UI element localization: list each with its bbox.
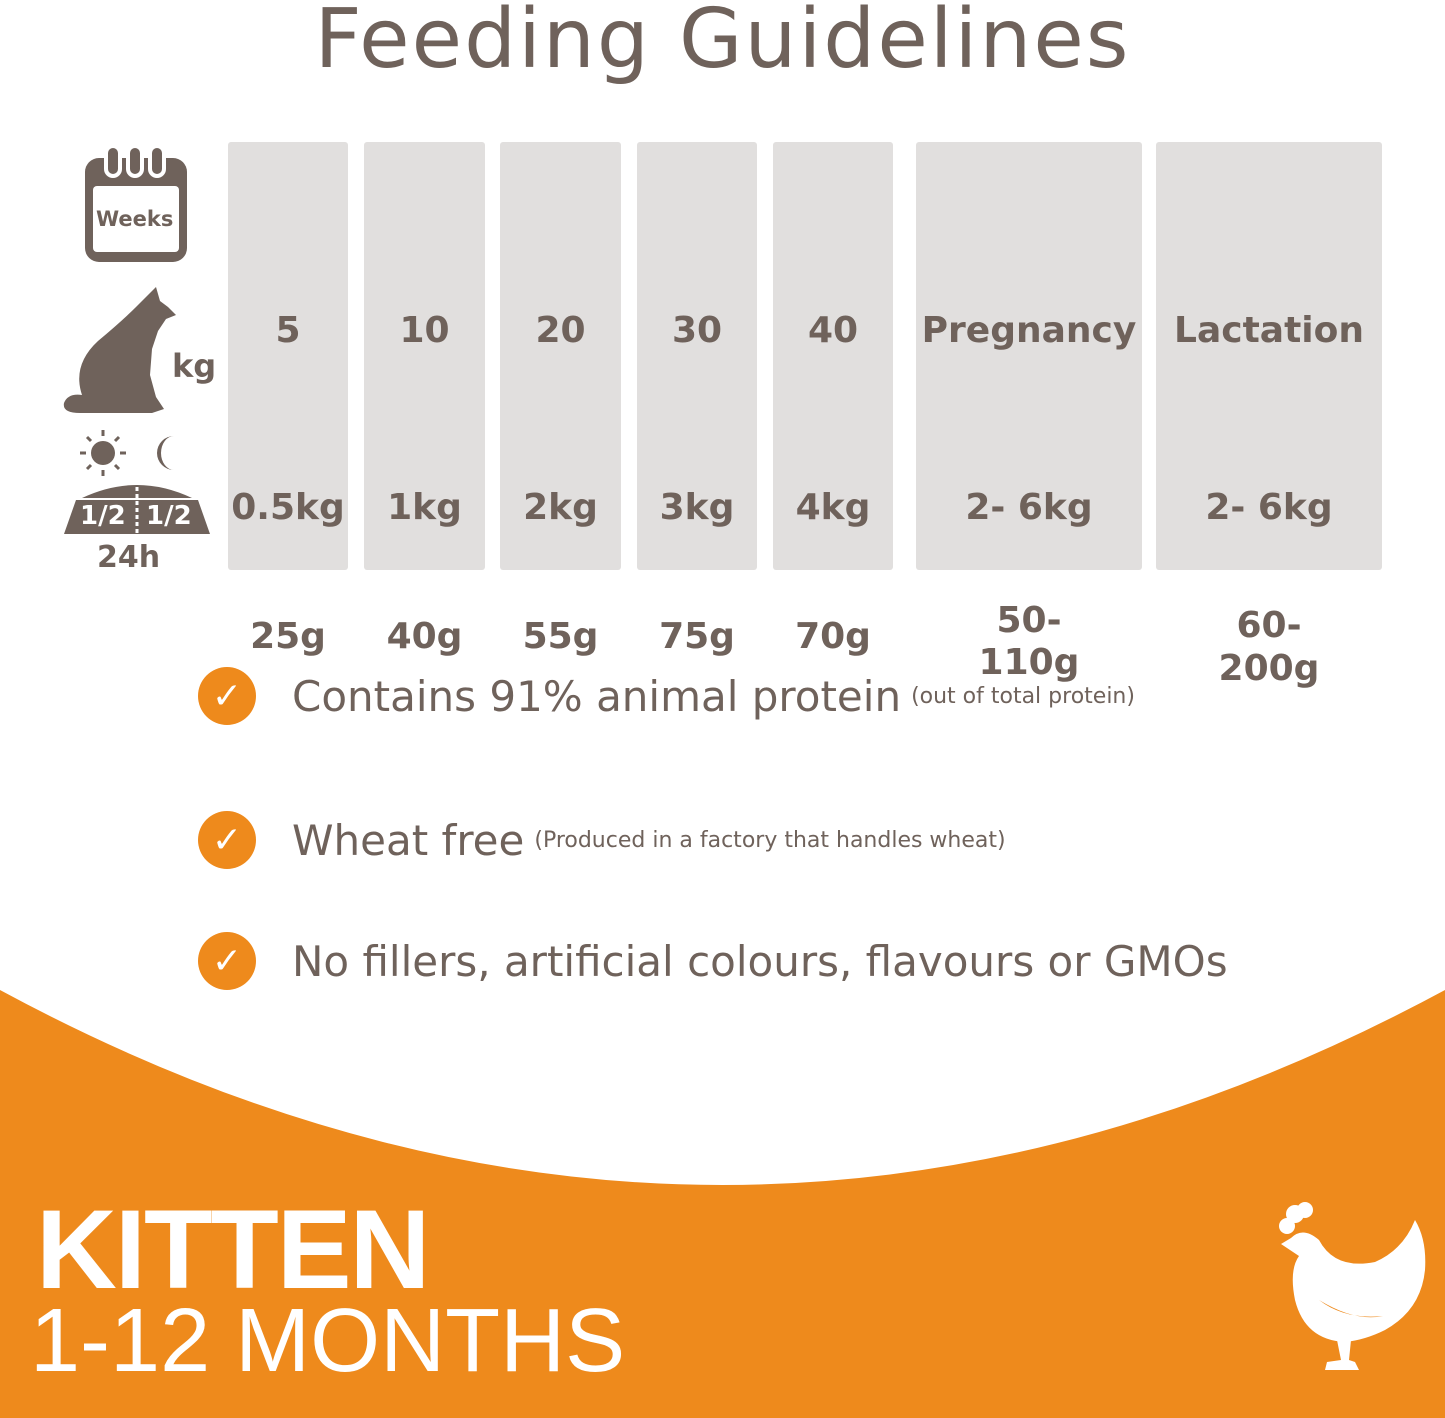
table-column: 30 3kg 75g [637, 142, 757, 657]
weight-cell: 2kg [523, 487, 598, 528]
weeks-label: Weeks [96, 207, 174, 231]
calendar-icon [85, 144, 187, 262]
amount-cell: 55g [522, 616, 599, 657]
chicken-icon [1279, 1202, 1426, 1370]
feature-item: ✓ No fillers, artificial colours, flavou… [198, 932, 1228, 990]
age-cell: 10 [399, 310, 450, 351]
age-cell: 40 [807, 310, 859, 351]
amount-cell: 75g [659, 616, 735, 657]
amount-cell-line1: 50- [996, 600, 1062, 641]
amount-cell-line2: 200g [1218, 648, 1320, 689]
food-bowl-icon [64, 480, 210, 534]
amount-cell: 40g [386, 616, 463, 657]
feature-note: (Produced in a factory that handles whea… [534, 827, 1006, 853]
kg-label: kg [172, 347, 217, 385]
table-column: 40 4kg 70g [773, 142, 893, 657]
amount-cell: 25g [250, 616, 326, 657]
table-column: 5 0.5kg 25g [228, 142, 348, 657]
weight-cell: 2- 6kg [1205, 487, 1333, 528]
weight-cell: 2- 6kg [965, 487, 1093, 528]
feature-text: No fillers, artificial colours, flavours… [292, 936, 1228, 986]
period-label: 24h [97, 540, 161, 575]
table-column: 10 1kg 40g [364, 142, 485, 657]
weight-cell: 4kg [795, 487, 871, 528]
feature-text: Contains 91% animal protein [292, 671, 902, 721]
sun-icon [80, 430, 126, 476]
cat-icon [63, 287, 176, 413]
feature-text: Wheat free [292, 815, 525, 865]
weight-cell: 0.5kg [231, 487, 345, 528]
check-icon: ✓ [198, 811, 256, 869]
portion-right: 1/2 [146, 501, 192, 531]
weight-cell: 3kg [659, 487, 735, 528]
banner-title: KITTEN [36, 1187, 430, 1312]
age-cell: 20 [535, 310, 586, 351]
age-cell: 5 [275, 310, 301, 351]
feature-note: (out of total protein) [911, 683, 1135, 709]
check-icon: ✓ [198, 932, 256, 990]
banner-subtitle: 1-12 MONTHS [30, 1291, 626, 1391]
page-title: Feeding Guidelines [314, 0, 1131, 87]
amount-cell-line2: 110g [978, 642, 1080, 683]
age-cell: Pregnancy [921, 310, 1137, 351]
weight-cell: 1kg [387, 487, 462, 528]
table-column: Pregnancy 2- 6kg 50- 110g [916, 142, 1142, 683]
age-cell: 30 [671, 310, 723, 351]
feature-item: ✓ Contains 91% animal protein (out of to… [198, 667, 1135, 725]
table-column: 20 2kg 55g [500, 142, 621, 657]
amount-cell-line1: 60- [1236, 605, 1302, 646]
age-cell: Lactation [1174, 310, 1364, 351]
table-column: Lactation 2- 6kg 60- 200g [1156, 142, 1382, 689]
check-icon: ✓ [198, 667, 256, 725]
moon-icon [157, 436, 174, 470]
feature-item: ✓ Wheat free (Produced in a factory that… [198, 811, 1006, 869]
portion-left: 1/2 [80, 501, 126, 531]
amount-cell: 70g [795, 616, 871, 657]
